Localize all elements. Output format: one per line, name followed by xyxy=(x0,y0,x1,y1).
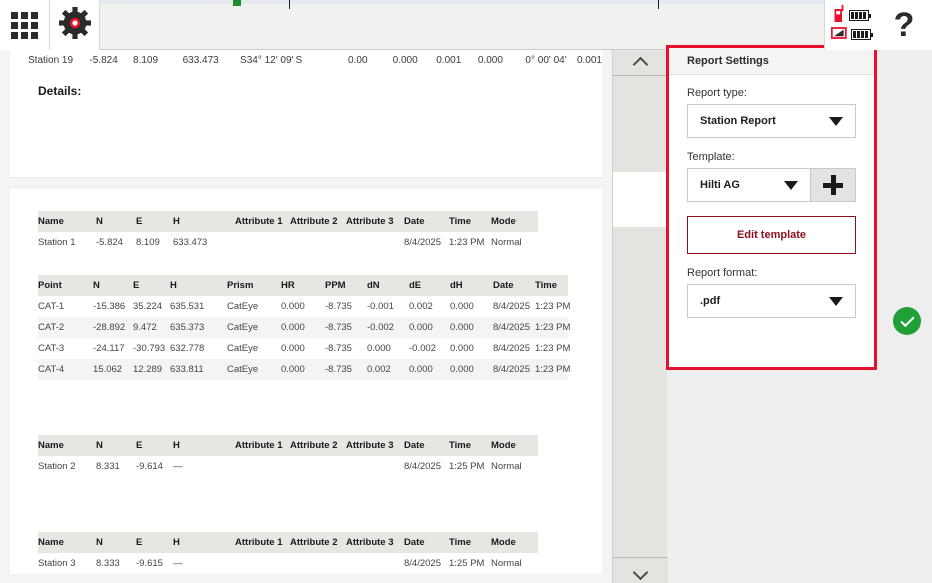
table-row: CAT-3 -24.117 -30.793 632.778 CatEye 0.0… xyxy=(38,343,571,354)
battery-full-icon xyxy=(850,29,874,40)
table-header-row: Point N E H Prism HR PPM dN dE dH Date T… xyxy=(38,275,568,296)
help-button[interactable]: ? xyxy=(876,0,932,50)
details-label: Details: xyxy=(38,84,82,98)
report-format-value: .pdf xyxy=(700,295,721,307)
toolbar-spacer xyxy=(100,0,824,49)
table-header-row: Name N E H Attribute 1 Attribute 2 Attri… xyxy=(38,435,538,456)
chevron-down-icon xyxy=(784,180,798,190)
partial-data-row: Station 19 -5.824 8.109 633.473 S34° 12'… xyxy=(28,54,602,66)
station-1-table: Name N E H Attribute 1 Attribute 2 Attri… xyxy=(38,211,538,253)
report-type-select[interactable]: Station Report xyxy=(687,104,856,138)
panel-title: Report Settings xyxy=(669,48,874,75)
template-value: Hilti AG xyxy=(700,179,740,191)
table-row: CAT-1 -15.386 35.224 635.531 CatEye 0.00… xyxy=(38,301,571,312)
check-icon xyxy=(899,312,915,327)
table-row: Station 1 -5.824 8.109 633.473 8/4/2025 … xyxy=(38,237,522,248)
grid-apps-icon xyxy=(11,11,38,39)
edit-template-label: Edit template xyxy=(736,229,807,241)
prism-target-icon xyxy=(830,26,847,44)
template-select[interactable]: Hilti AG xyxy=(687,168,811,202)
table-header-row: Name N E H Attribute 1 Attribute 2 Attri… xyxy=(38,211,538,232)
template-row: Hilti AG xyxy=(687,168,856,202)
radio-device-icon xyxy=(833,4,845,27)
report-page-2: Name N E H Attribute 1 Attribute 2 Attri… xyxy=(10,189,602,574)
device-status-group[interactable] xyxy=(824,0,876,50)
report-type-value: Station Report xyxy=(700,115,776,127)
toolbar-hairline xyxy=(0,0,932,4)
report-settings-panel: Report Settings Report type: Station Rep… xyxy=(666,45,877,370)
gear-icon xyxy=(58,6,92,45)
station-3-table: Name N E H Attribute 1 Attribute 2 Attri… xyxy=(38,532,538,574)
top-toolbar: ? xyxy=(0,0,932,50)
table-row: Station 2 8.331 -9.614 — 8/4/2025 1:25 P… xyxy=(38,461,522,472)
status-fragment-green xyxy=(233,0,241,6)
toolbar-tick-1 xyxy=(289,0,290,9)
settings-button[interactable] xyxy=(50,0,100,50)
add-template-button[interactable] xyxy=(811,168,856,202)
table-row: CAT-4 15.062 12.289 633.811 CatEye 0.000… xyxy=(38,359,570,380)
prism-status-row xyxy=(830,26,874,44)
chevron-down-icon xyxy=(829,116,843,126)
table-row: CAT-2 -28.892 9.472 635.373 CatEye 0.000… xyxy=(38,317,570,338)
report-type-label: Report type: xyxy=(687,87,747,99)
panel-body: Report type: Station Report Template: Hi… xyxy=(669,75,874,318)
report-format-select[interactable]: .pdf xyxy=(687,284,856,318)
report-page-1: Station 19 -5.824 8.109 633.473 S34° 12'… xyxy=(10,50,602,178)
confirm-button[interactable] xyxy=(893,307,921,335)
scroll-up-button[interactable] xyxy=(613,50,668,76)
table-header-row: Name N E H Attribute 1 Attribute 2 Attri… xyxy=(38,532,538,553)
scroll-down-button[interactable] xyxy=(613,557,668,583)
chevron-up-icon xyxy=(634,56,647,69)
template-label: Template: xyxy=(687,151,735,163)
table-row: Station 3 8.333 -9.615 — 8/4/2025 1:25 P… xyxy=(38,558,522,569)
radio-status-row xyxy=(833,4,872,27)
vertical-scrollbar[interactable] xyxy=(612,50,668,583)
report-format-label: Report format: xyxy=(687,267,758,279)
station-2-table: Name N E H Attribute 1 Attribute 2 Attri… xyxy=(38,435,538,477)
report-preview-area[interactable]: Station 19 -5.824 8.109 633.473 S34° 12'… xyxy=(0,50,612,583)
battery-full-icon xyxy=(848,10,872,21)
help-question-icon: ? xyxy=(893,5,915,44)
edit-template-button[interactable]: Edit template xyxy=(687,216,856,254)
scrollbar-thumb[interactable] xyxy=(613,172,668,227)
apps-menu-button[interactable] xyxy=(0,0,50,50)
toolbar-tick-2 xyxy=(658,0,659,9)
chevron-down-icon xyxy=(829,296,843,306)
measured-points-table: Point N E H Prism HR PPM dN dE dH Date T… xyxy=(38,275,571,380)
chevron-down-icon xyxy=(634,564,647,577)
